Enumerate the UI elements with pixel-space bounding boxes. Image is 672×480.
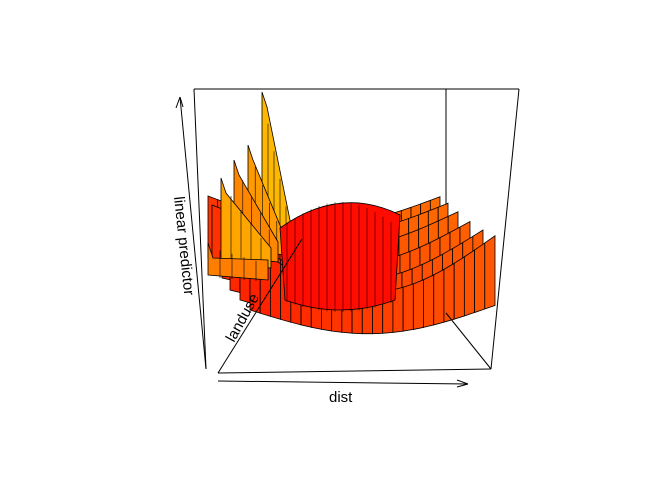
- x-axis: dist: [217, 379, 469, 406]
- z-axis-arrowhead: [175, 96, 184, 109]
- box-edge-left-floor: [217, 238, 303, 374]
- z-axis-arrow-line: [179, 96, 207, 370]
- surface-dome: [279, 202, 401, 311]
- z-axis-label: linear predictor: [170, 196, 197, 296]
- surface-facet: [402, 283, 414, 332]
- y-axis: landuse: [223, 291, 263, 345]
- surface-facet: [270, 256, 282, 320]
- surface-facet: [423, 274, 435, 328]
- surface-facet: [484, 235, 496, 310]
- surface-facet: [453, 256, 465, 320]
- x-axis-label: dist: [329, 389, 353, 406]
- y-axis-label: landuse: [223, 291, 263, 345]
- surface-facet: [474, 242, 486, 314]
- box-edge-bottom-right: [445, 312, 492, 370]
- surface-facet: [443, 262, 455, 323]
- surface-spike: [220, 177, 272, 269]
- x-axis-arrowhead: [456, 379, 469, 388]
- x-axis-arrow-line: [217, 380, 469, 385]
- surface-facet: [412, 279, 424, 330]
- surface-facet: [463, 249, 475, 317]
- box-edge-bottom-front: [217, 368, 492, 374]
- surface-facets: [207, 91, 496, 335]
- plot-box-front: [217, 88, 520, 374]
- box-edge-right: [490, 88, 520, 370]
- surface-facet: [433, 268, 445, 326]
- box-edge-back-left-vertical: [193, 88, 207, 370]
- surface-spike: [207, 242, 269, 281]
